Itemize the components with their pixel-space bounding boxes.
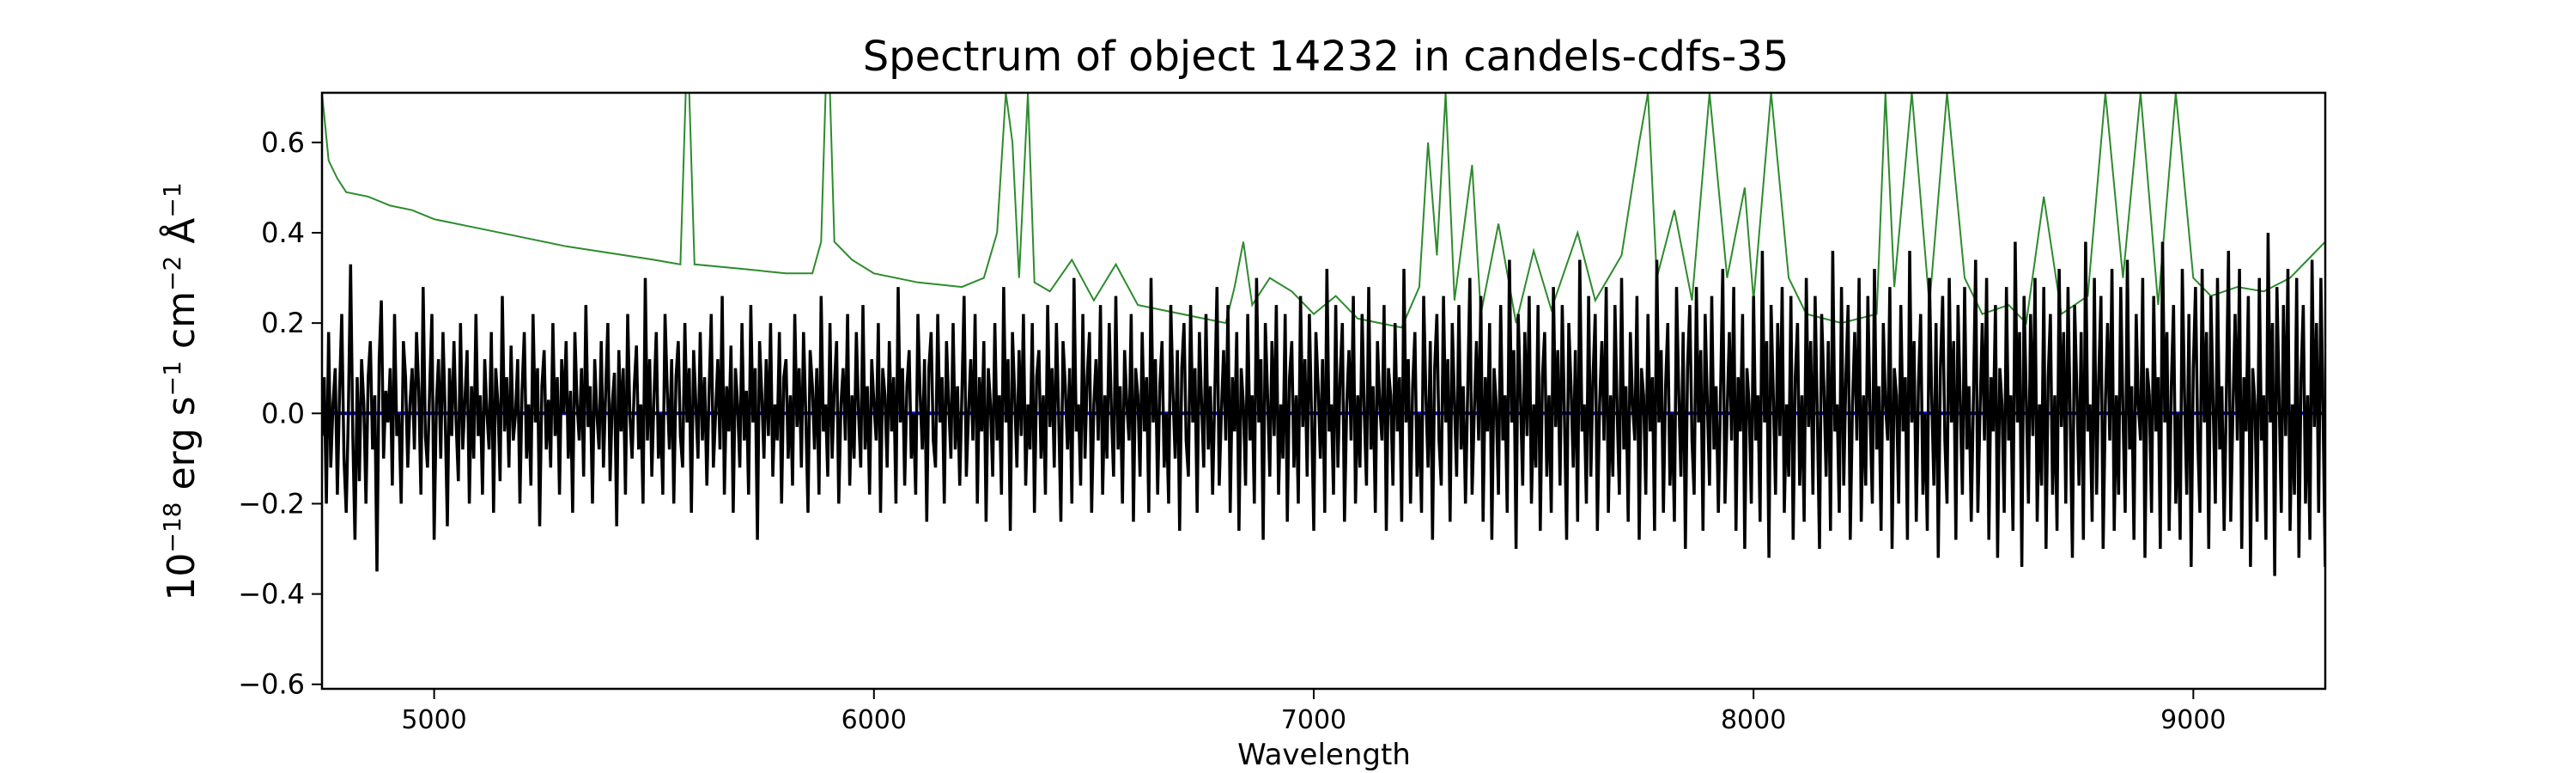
error-series-line — [322, 93, 2325, 329]
x-tick-label: 8000 — [1721, 705, 1786, 735]
y-tick-label: −0.6 — [238, 668, 305, 701]
x-axis-label: Wavelength — [1237, 738, 1411, 772]
y-tick-label: −0.2 — [238, 487, 305, 520]
x-tick-label: 6000 — [841, 705, 907, 735]
x-tick-label: 9000 — [2160, 705, 2226, 735]
y-tick-label: −0.4 — [238, 578, 305, 611]
chart-title: Spectrum of object 14232 in candels-cdfs… — [863, 33, 1789, 81]
y-tick-label: 0.2 — [261, 307, 305, 339]
y-tick-label: 0.4 — [261, 216, 305, 249]
plot-frame — [320, 91, 2327, 691]
x-tick-label: 5000 — [401, 705, 466, 735]
y-tick-label: 0.6 — [261, 126, 305, 159]
flux-series-line — [322, 232, 2325, 576]
y-axis-label: 10−18 erg s−1 cm−2 Å−1 — [158, 182, 204, 600]
y-tick-label: 0.0 — [261, 397, 305, 429]
x-tick-label: 7000 — [1281, 705, 1346, 735]
x-axis: 5000 6000 7000 8000 9000 — [401, 689, 2227, 735]
y-axis: −0.6 −0.4 −0.2 0.0 0.2 0.4 0.6 — [238, 126, 322, 701]
